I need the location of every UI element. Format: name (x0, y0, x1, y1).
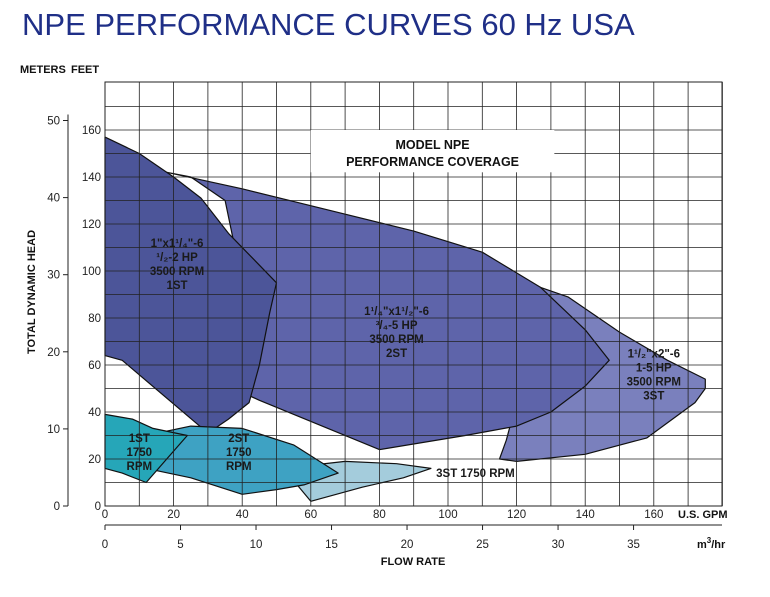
x-tick-m3hr: 0 (102, 539, 108, 551)
x-secondary-unit-label: m3/hr (697, 536, 726, 551)
y-tick-feet: 80 (88, 313, 101, 325)
region-label-line: RPM (127, 461, 153, 473)
chart-title: NPE PERFORMANCE CURVES 60 Hz USA (22, 7, 635, 42)
legend-background (310, 130, 555, 173)
x-primary-unit-label: U.S. GPM (678, 509, 728, 521)
x-tick-gpm: 100 (438, 509, 457, 521)
x-tick-m3hr: 30 (552, 539, 565, 551)
x-tick-gpm: 80 (373, 509, 386, 521)
region-label-line: 3ST 1750 RPM (436, 468, 515, 480)
x-axis-title: FLOW RATE (381, 556, 446, 568)
x-tick-m3hr: 10 (250, 539, 263, 551)
y-tick-feet: 20 (88, 454, 101, 466)
axes: 0 20 40 60 80 100 120 140 1600204060801001201401… (47, 114, 722, 551)
region-label-line: 1¹/₄"x1¹/₂"-6 (364, 306, 429, 318)
x-tick-gpm: 120 (507, 509, 526, 521)
x-tick-m3hr: 20 (401, 539, 414, 551)
y-tick-meters: 50 (47, 116, 60, 128)
legend-subtitle-line: MODEL NPE (396, 138, 470, 152)
x-tick-gpm: 40 (236, 509, 249, 521)
y-axis-title: TOTAL DYNAMIC HEAD (26, 230, 38, 354)
y-tick-feet: 0 (95, 501, 101, 513)
region-label-line: 1ST (166, 280, 187, 292)
region-label-line: 3500 RPM (627, 376, 681, 388)
region-label-line: 1750 (226, 447, 252, 459)
region-label-line: 1-5 HP (636, 362, 672, 374)
region-label-line: 1"x1¹/₄"-6 (151, 238, 204, 250)
x-tick-gpm: 140 (576, 509, 595, 521)
region-label-line: 2ST (228, 433, 249, 445)
x-tick-gpm: 20 (167, 509, 180, 521)
y-tick-feet: 100 (82, 266, 101, 278)
x-tick-m3hr: 35 (627, 539, 640, 551)
region-1x1-1-4-6 (104, 136, 278, 434)
y-tick-feet: 40 (88, 407, 101, 419)
y-primary-unit-label: FEET (71, 64, 99, 76)
y-tick-feet: 140 (82, 172, 101, 184)
legend-subtitle-line: PERFORMANCE COVERAGE (346, 155, 519, 169)
y-secondary-unit-label: METERS (20, 64, 66, 76)
x-tick-m3hr: 15 (325, 539, 338, 551)
region-label-line: ³/₄-5 HP (376, 320, 418, 332)
y-tick-meters: 30 (47, 270, 60, 282)
y-tick-meters: 40 (47, 193, 60, 205)
region-label-line: 2ST (386, 348, 407, 360)
y-tick-meters: 10 (47, 424, 60, 436)
y-tick-meters: 0 (54, 501, 60, 513)
region-label-line: 3500 RPM (150, 266, 204, 278)
y-tick-feet: 160 (82, 125, 101, 137)
y-tick-feet: 60 (88, 360, 101, 372)
y-tick-feet: 120 (82, 219, 101, 231)
grid-lines (104, 81, 723, 507)
region-label-line: ¹/₂-2 HP (156, 252, 198, 264)
region-label-line: 3ST (643, 390, 664, 402)
region-label-line: 1750 (127, 447, 153, 459)
x-tick-gpm: 0 (102, 509, 108, 521)
x-tick-m3hr: 25 (476, 539, 489, 551)
region-label-line: RPM (226, 461, 252, 473)
x-tick-gpm: 160 (644, 509, 663, 521)
plot-border (104, 81, 723, 507)
region-label-line: 1¹/₂"x2"-6 (628, 348, 680, 360)
legend-box: MODEL NPE PERFORMANCE COVERAGE (310, 130, 555, 173)
region-label-line: 3500 RPM (369, 334, 423, 346)
x-tick-m3hr: 5 (177, 539, 183, 551)
region-labels: 1¹/₂"x2"-6 1-5 HP 3500 RPM 3ST 1¹/₄"x1¹/₂"-6… (127, 238, 681, 480)
x-tick-gpm: 60 (304, 509, 317, 521)
region-label-line: 1ST (129, 433, 150, 445)
y-tick-meters: 20 (47, 347, 60, 359)
